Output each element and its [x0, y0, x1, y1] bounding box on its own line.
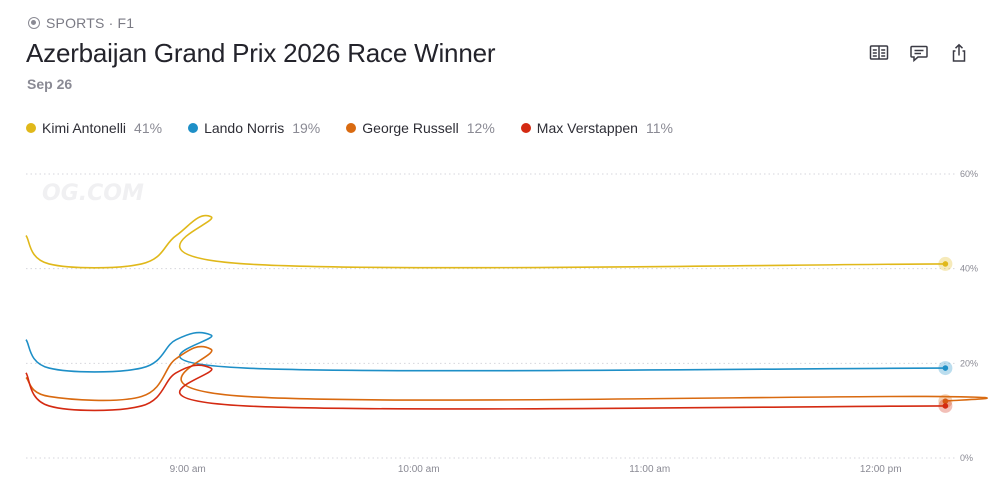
x-tick-label: 12:00 pm — [860, 464, 902, 475]
legend-dot — [26, 123, 36, 133]
legend-pct: 19% — [292, 120, 321, 136]
chart-legend: Kimi Antonelli 41% Lando Norris 19% Geor… — [26, 120, 673, 136]
legend-name: George Russell — [362, 120, 459, 136]
x-tick-label: 10:00 am — [398, 464, 440, 475]
series-line[interactable] — [25, 345, 989, 402]
comment-icon — [910, 45, 928, 63]
y-tick-label: 60% — [960, 169, 978, 179]
x-tick-label: 11:00 am — [629, 464, 670, 475]
watermark-logo: OG.COM — [42, 181, 144, 206]
y-tick-label: 0% — [960, 453, 973, 463]
legend-item-russell[interactable]: George Russell 12% — [346, 120, 495, 136]
series-end-point[interactable] — [942, 365, 949, 371]
legend-name: Max Verstappen — [536, 120, 638, 136]
series-line[interactable] — [25, 364, 946, 412]
series-end-point[interactable] — [942, 403, 949, 409]
legend-item-antonelli[interactable]: Kimi Antonelli 41% — [26, 120, 162, 136]
legend-item-verstappen[interactable]: Max Verstappen 11% — [520, 120, 673, 136]
legend-item-norris[interactable]: Lando Norris 19% — [188, 120, 320, 136]
legend-dot — [346, 123, 357, 133]
breadcrumb[interactable]: SPORTS · F1 — [28, 15, 134, 31]
legend-name: Kimi Antonelli — [42, 120, 127, 136]
book-icon — [869, 45, 889, 60]
legend-dot — [188, 123, 199, 133]
series-end-point[interactable] — [942, 261, 949, 267]
event-date: Sep 26 — [27, 76, 73, 92]
series-line[interactable] — [25, 214, 946, 269]
legend-dot — [520, 123, 531, 133]
share-icon — [952, 43, 966, 62]
breadcrumb-text: SPORTS · F1 — [46, 15, 135, 31]
sports-icon — [28, 17, 40, 29]
series-end-point[interactable] — [942, 398, 949, 404]
legend-name: Lando Norris — [204, 120, 285, 136]
header-actions — [868, 42, 970, 64]
legend-pct: 41% — [134, 120, 163, 136]
share-button[interactable] — [948, 42, 970, 64]
y-tick-label: 40% — [960, 264, 978, 274]
y-tick-label: 20% — [960, 358, 978, 368]
x-tick-label: 9:00 am — [170, 464, 206, 475]
series-line[interactable] — [25, 331, 946, 373]
page-title: Azerbaijan Grand Prix 2026 Race Winner — [26, 38, 496, 68]
rules-button[interactable] — [868, 42, 890, 64]
comments-button[interactable] — [908, 42, 930, 64]
price-chart[interactable]: OG.COM 60% 40% 20% 0% 9:00 am 10:00 am 11:00 a… — [0, 160, 1000, 483]
legend-pct: 12% — [466, 120, 495, 136]
legend-pct: 11% — [645, 120, 673, 136]
